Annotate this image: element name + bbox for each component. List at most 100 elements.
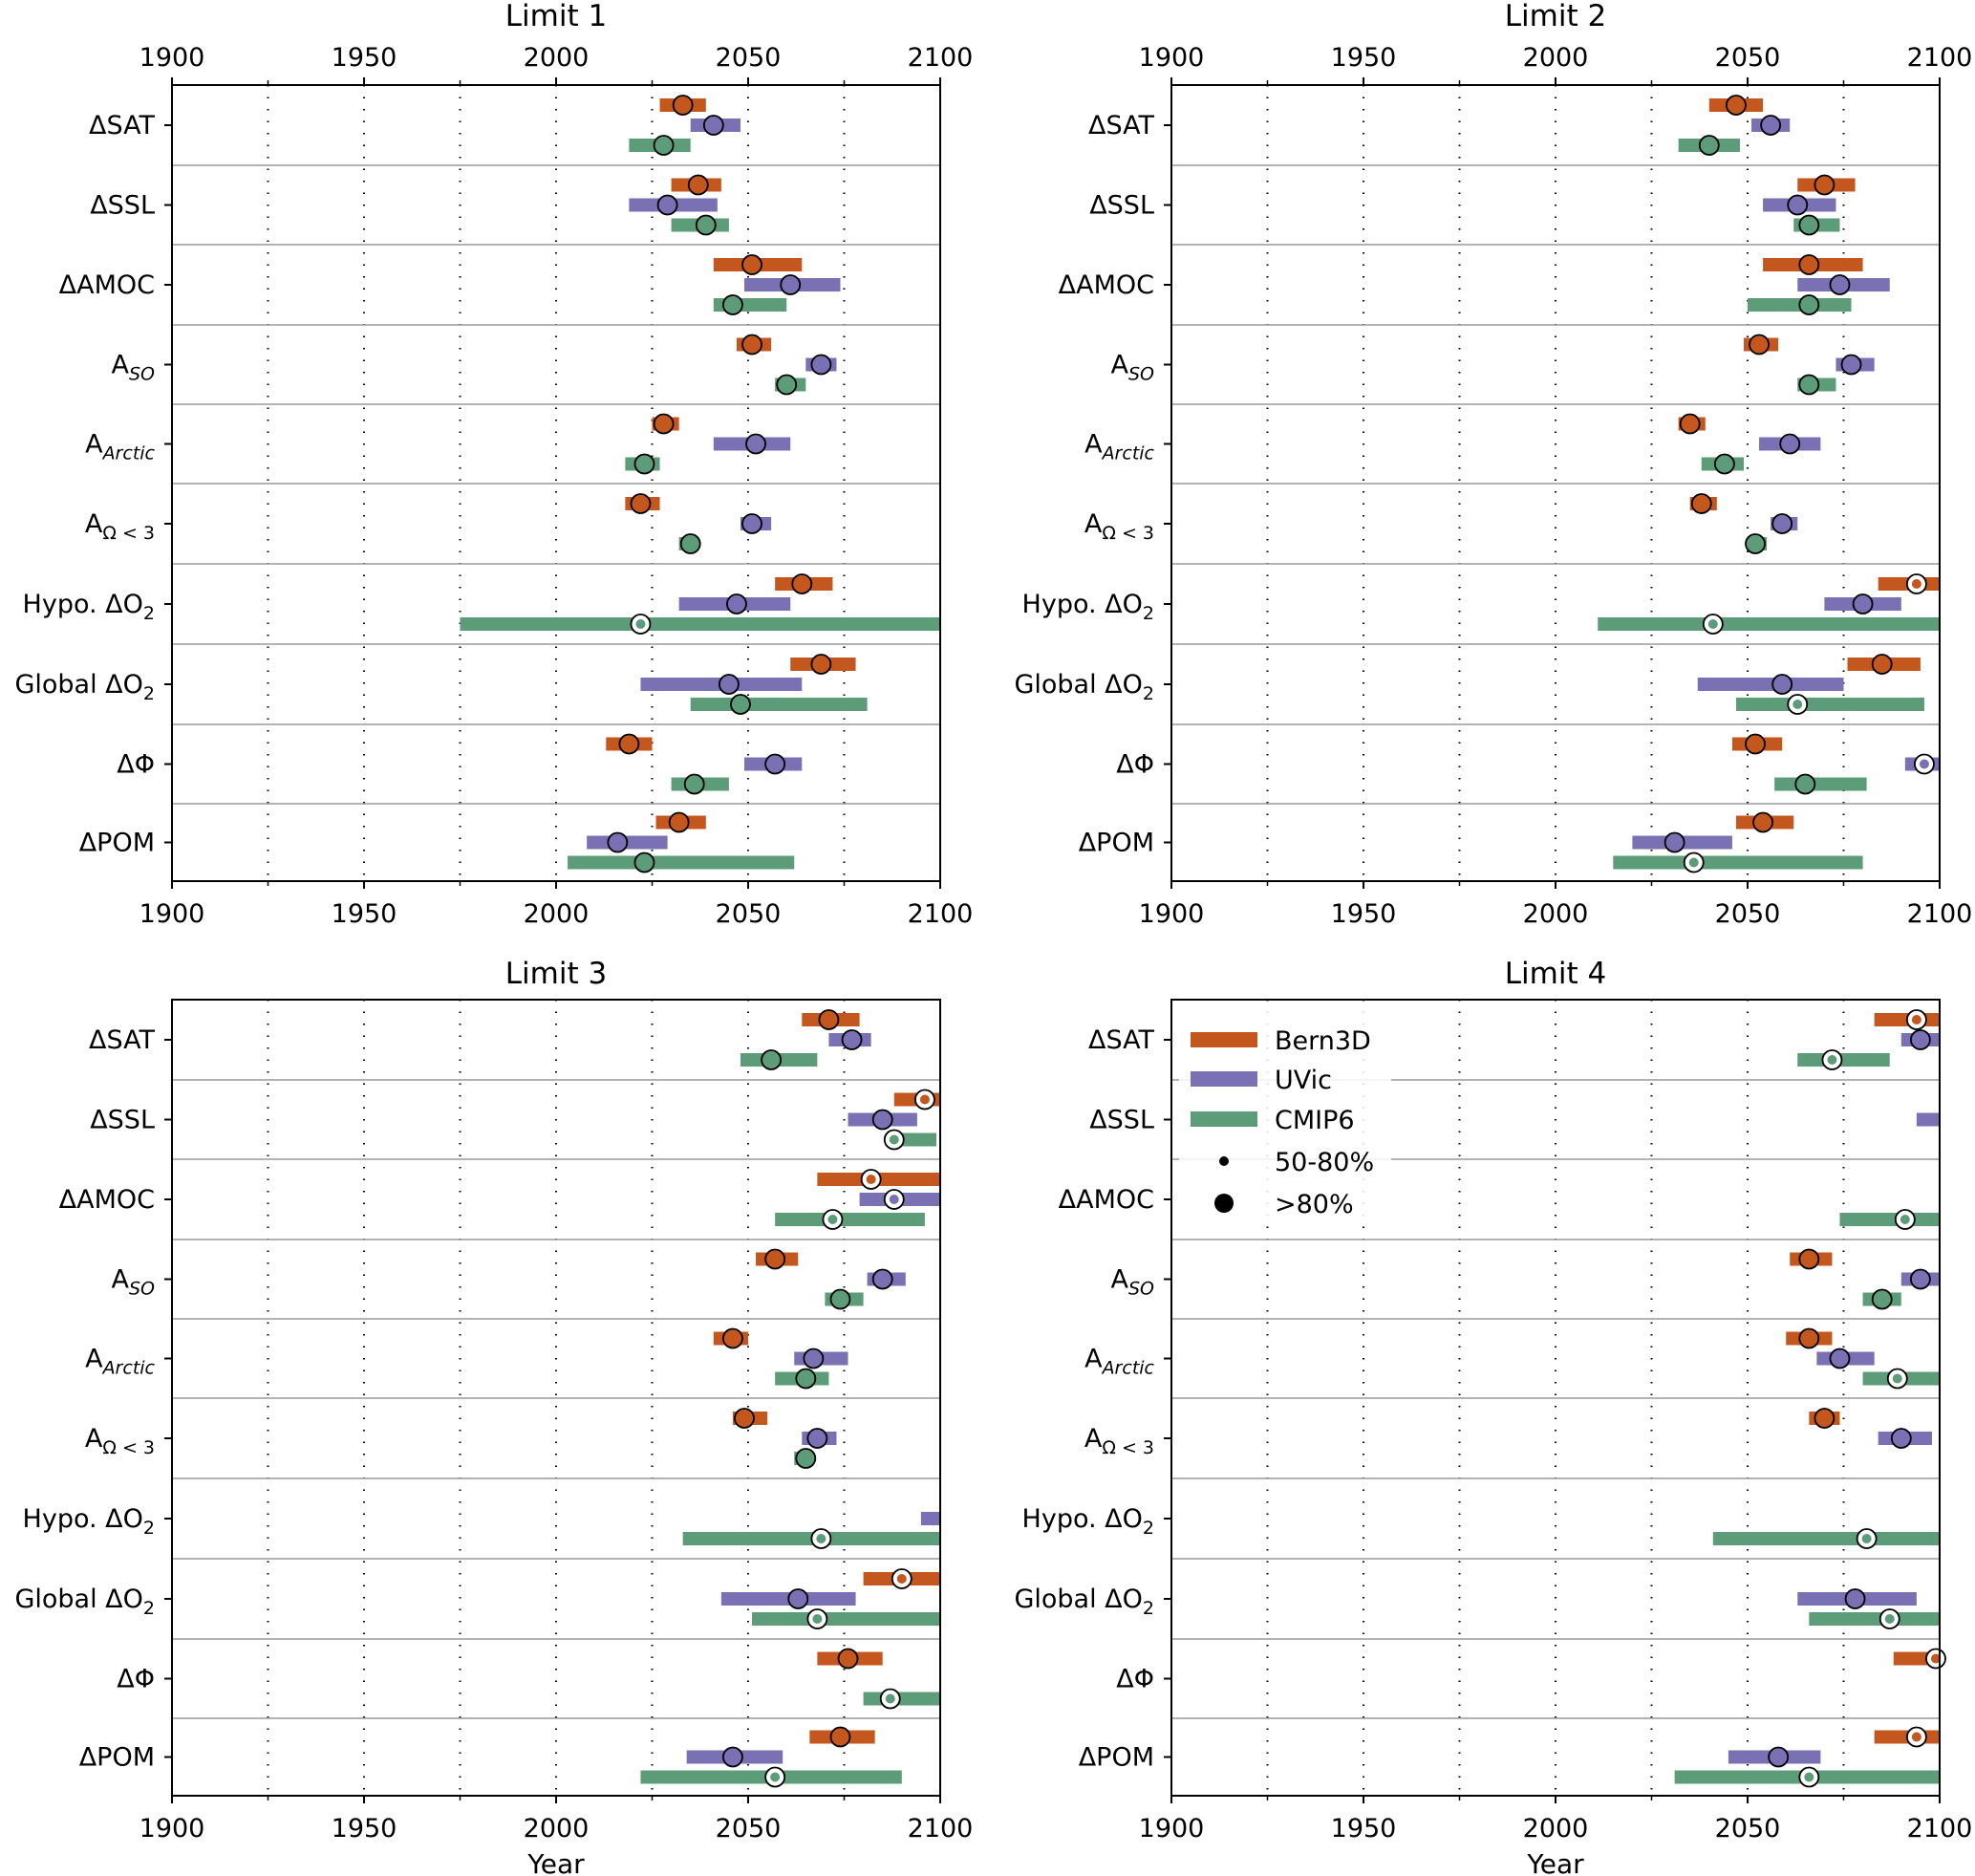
- median-marker-core-cmip6: [816, 1534, 826, 1543]
- median-marker-bern3d: [1871, 654, 1893, 675]
- panel-title: Limit 2: [1505, 0, 1606, 33]
- median-marker-cmip6: [795, 1368, 817, 1390]
- median-marker-core-cmip6: [1884, 1614, 1895, 1624]
- y-tick-label: Global ΔO2: [1014, 1585, 1154, 1619]
- median-marker-bern3d: [1798, 1248, 1820, 1270]
- median-marker-uvic: [702, 115, 724, 136]
- x-tick-label: 2000: [1523, 43, 1589, 73]
- median-marker-bern3d: [1679, 413, 1701, 435]
- y-tick-label: Hypo. ΔO2: [1022, 590, 1154, 624]
- median-marker-bern3d: [734, 1408, 755, 1429]
- median-marker-bern3d: [722, 1327, 743, 1349]
- legend-marker-small: [1219, 1156, 1229, 1166]
- median-marker-uvic: [810, 354, 832, 376]
- median-marker-bern3d: [1814, 1408, 1835, 1429]
- median-marker-core-bern3d: [1930, 1653, 1941, 1664]
- median-marker-core-bern3d: [896, 1574, 907, 1584]
- legend-swatch-uvic: [1191, 1071, 1257, 1087]
- median-marker-bern3d: [1749, 334, 1770, 356]
- median-marker-core-cmip6: [889, 1134, 899, 1145]
- median-marker-core-uvic: [889, 1195, 899, 1204]
- median-marker-cmip6: [776, 374, 798, 396]
- median-marker-bern3d: [1726, 95, 1747, 116]
- median-marker-core-cmip6: [827, 1215, 838, 1224]
- range-bar-cmip6: [1809, 1612, 1940, 1626]
- median-marker-uvic: [1840, 354, 1862, 376]
- y-tick-label: ΔSSL: [90, 191, 155, 221]
- median-marker-cmip6: [653, 135, 675, 156]
- median-marker-cmip6: [683, 773, 705, 795]
- median-marker-bern3d: [810, 654, 832, 675]
- median-marker-core-uvic: [1919, 759, 1929, 769]
- median-marker-bern3d: [1745, 733, 1766, 755]
- median-marker-core-bern3d: [866, 1175, 876, 1184]
- range-bar-cmip6: [752, 1612, 940, 1626]
- median-marker-bern3d: [630, 493, 652, 514]
- median-marker-core-cmip6: [635, 619, 646, 629]
- median-marker-uvic: [607, 831, 629, 853]
- median-marker-uvic: [1779, 433, 1801, 455]
- median-marker-cmip6: [829, 1288, 851, 1310]
- x-tick-label: 2050: [716, 1814, 782, 1844]
- x-tick-label: 1950: [1331, 899, 1397, 929]
- y-tick-label: Hypo. ΔO2: [23, 590, 155, 624]
- range-bar-cmip6: [1712, 1532, 1940, 1545]
- y-tick-label: ΔΦ: [117, 1665, 155, 1694]
- panel-limit-3: Limit 3 1900 1950 2000 2050 2100 ΔSAT ΔSSL ΔAMOC…: [14, 957, 973, 1876]
- range-bar-cmip6: [1613, 855, 1863, 870]
- y-tick-label: ΔAMOC: [1059, 1185, 1154, 1215]
- x-axis-label: Year: [526, 1848, 585, 1876]
- x-tick-label: 1950: [332, 43, 397, 73]
- median-marker-bern3d: [741, 254, 762, 275]
- median-marker-uvic: [1771, 513, 1793, 534]
- range-bar-cmip6: [568, 855, 795, 870]
- y-tick-label: ΔSAT: [89, 1025, 155, 1055]
- x-axis-label: Year: [1526, 1848, 1584, 1876]
- median-marker-bern3d: [1752, 811, 1773, 833]
- y-tick-label: ASO: [112, 351, 156, 385]
- median-marker-bern3d: [672, 95, 694, 116]
- legend-swatch-cmip6: [1191, 1111, 1257, 1127]
- y-tick-label: AΩ < 3: [85, 509, 155, 544]
- median-marker-uvic: [764, 753, 786, 775]
- median-marker-core-cmip6: [1827, 1055, 1837, 1065]
- x-tick-label: 2100: [908, 43, 974, 73]
- median-marker-cmip6: [1745, 533, 1766, 554]
- median-marker-bern3d: [1798, 254, 1820, 275]
- median-marker-uvic: [1787, 194, 1809, 216]
- panel-title: Limit 4: [1505, 957, 1606, 991]
- y-tick-label: ΔSAT: [1088, 1025, 1154, 1055]
- median-marker-uvic: [1829, 274, 1851, 295]
- y-tick-label: AArctic: [85, 1345, 155, 1379]
- y-tick-label: ΔSSL: [1089, 191, 1154, 221]
- x-tick-label: 2050: [1715, 43, 1781, 73]
- median-marker-bern3d: [1814, 174, 1835, 196]
- y-tick-label: ΔΦ: [1116, 750, 1154, 780]
- y-tick-label: AΩ < 3: [1084, 509, 1154, 544]
- y-tick-label: ΔΦ: [1116, 1665, 1154, 1694]
- median-marker-cmip6: [1798, 294, 1820, 315]
- x-tick-label: 2000: [524, 1814, 590, 1844]
- panel-limit-4: Limit 4 1900 1950 2000 2050 2100 ΔSAT ΔSSL ΔAMOC…: [1014, 957, 1972, 1876]
- median-marker-bern3d: [618, 733, 640, 755]
- x-tick-label: 2000: [1523, 1814, 1589, 1844]
- median-marker-core-cmip6: [1861, 1534, 1872, 1543]
- x-tick-label: 2050: [1715, 1814, 1781, 1844]
- median-marker-cmip6: [1798, 214, 1820, 236]
- y-tick-label: Global ΔO2: [14, 670, 155, 704]
- median-marker-bern3d: [668, 811, 690, 833]
- x-tick-label: 2100: [908, 1814, 974, 1844]
- y-tick-label: ΔAMOC: [59, 270, 155, 300]
- median-marker-bern3d: [837, 1648, 859, 1670]
- median-marker-uvic: [722, 1746, 743, 1768]
- median-marker-uvic: [871, 1109, 893, 1131]
- median-marker-cmip6: [695, 214, 717, 236]
- x-tick-label: 2100: [908, 899, 974, 929]
- median-marker-uvic: [780, 274, 802, 295]
- y-tick-label: AArctic: [1084, 430, 1154, 464]
- panel-title: Limit 3: [505, 957, 607, 991]
- median-marker-core-cmip6: [1688, 857, 1699, 868]
- y-tick-label: ΔPOM: [1079, 829, 1154, 858]
- median-marker-uvic: [787, 1588, 809, 1609]
- median-marker-bern3d: [687, 174, 709, 196]
